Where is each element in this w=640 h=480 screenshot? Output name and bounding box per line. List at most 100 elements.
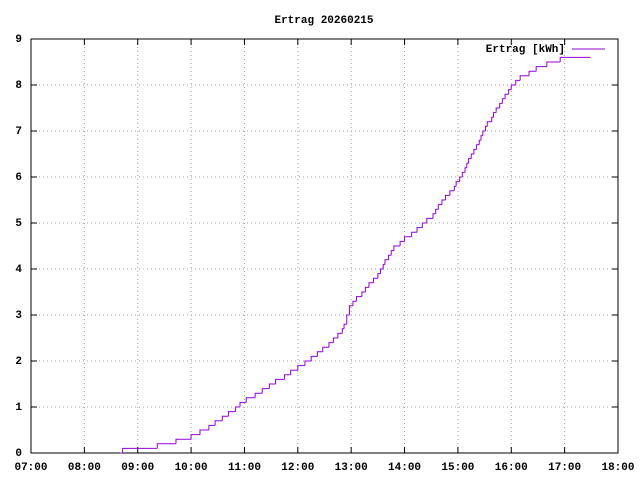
- step-segment: [275, 378, 285, 384]
- step-segment: [348, 305, 353, 315]
- step-segment: [341, 328, 345, 334]
- step-segment: [388, 254, 392, 260]
- step-segment: [384, 259, 389, 265]
- step-segment: [254, 392, 263, 398]
- step-segment: [426, 217, 434, 223]
- step-segment: [476, 144, 480, 150]
- step-segment: [499, 102, 503, 108]
- x-tick-label: 18:00: [601, 462, 634, 474]
- x-tick-label: 15:00: [441, 462, 474, 474]
- step-segment: [495, 107, 500, 113]
- step-segment: [399, 240, 405, 246]
- step-segment: [156, 443, 176, 449]
- series: [119, 56, 591, 454]
- x-tick-label: 12:00: [281, 462, 314, 474]
- step-segment: [380, 268, 384, 274]
- step-segment: [455, 181, 460, 187]
- step-segment: [377, 273, 381, 279]
- step-segment: [473, 148, 477, 154]
- step-segment: [444, 194, 450, 200]
- step-segment: [466, 162, 469, 168]
- step-segment: [268, 383, 276, 389]
- step-segment: [245, 397, 256, 403]
- y-tick-label: 0: [15, 448, 22, 460]
- step-segment: [441, 199, 446, 205]
- step-segment: [175, 438, 192, 444]
- step-segment: [504, 93, 509, 99]
- step-segment: [283, 374, 291, 380]
- step-segment: [227, 411, 236, 417]
- step-segment: [337, 332, 343, 338]
- step-segment: [290, 369, 298, 375]
- x-tick-label: 14:00: [388, 462, 421, 474]
- step-segment: [411, 231, 417, 237]
- step-segment: [519, 75, 530, 81]
- step-segment: [484, 125, 488, 131]
- step-segment: [356, 296, 362, 302]
- x-tick-label: 08:00: [68, 462, 101, 474]
- step-segment: [346, 314, 350, 325]
- step-segment: [461, 171, 466, 177]
- step-segment: [328, 342, 334, 348]
- step-segment: [510, 84, 516, 90]
- step-segment: [235, 406, 241, 412]
- y-tick-label: 8: [15, 80, 22, 92]
- step-segment: [404, 236, 412, 242]
- step-segment: [435, 208, 439, 214]
- plot-frame: [30, 38, 619, 454]
- step-segment: [393, 245, 401, 251]
- y-tick-label: 2: [15, 356, 22, 368]
- x-tick-label: 13:00: [335, 462, 368, 474]
- step-segment: [492, 112, 497, 118]
- step-segment: [416, 227, 423, 233]
- step-segment: [368, 282, 374, 288]
- y-tick-label: 3: [15, 310, 22, 322]
- step-segment: [322, 346, 329, 352]
- step-segment: [122, 447, 158, 453]
- step-segment: [449, 190, 455, 196]
- x-tick-label: 11:00: [228, 462, 261, 474]
- step-segment: [478, 139, 482, 145]
- step-segment: [432, 213, 436, 219]
- step-segment: [480, 135, 483, 141]
- chart-title: Ertrag 20260215: [274, 15, 373, 27]
- step-segment: [559, 56, 591, 62]
- step-segment: [382, 263, 385, 269]
- step-segment: [214, 420, 223, 426]
- x-tick-label: 09:00: [121, 462, 154, 474]
- step-segment: [343, 323, 347, 329]
- step-segment: [261, 388, 270, 394]
- x-tick-label: 10:00: [175, 462, 208, 474]
- step-segment: [361, 291, 366, 297]
- y-tick-label: 4: [15, 264, 22, 276]
- step-segment: [421, 222, 427, 228]
- step-segment: [468, 158, 472, 164]
- step-segment: [199, 429, 209, 435]
- x-tick-label: 16:00: [495, 462, 528, 474]
- step-segment: [464, 167, 467, 173]
- step-segment: [190, 434, 200, 440]
- step-segment: [470, 153, 474, 159]
- step-segment: [310, 355, 318, 361]
- step-segment: [453, 185, 457, 191]
- step-segment: [372, 277, 378, 283]
- x-tick-label: 07:00: [14, 462, 47, 474]
- y-tick-label: 5: [15, 218, 22, 230]
- step-segment: [332, 337, 338, 343]
- step-segment: [316, 351, 323, 357]
- step-segment: [528, 70, 537, 76]
- step-segment: [491, 116, 494, 122]
- step-segment: [304, 360, 312, 366]
- step-segment: [390, 250, 394, 256]
- y-tick-label: 9: [15, 34, 22, 46]
- step-segment: [239, 401, 247, 407]
- step-segment: [501, 98, 506, 104]
- y-tick-label: 6: [15, 172, 22, 184]
- step-segment: [352, 300, 357, 306]
- step-segment: [459, 176, 463, 182]
- y-tick-label: 7: [15, 126, 22, 138]
- step-segment: [535, 66, 547, 72]
- x-tick-label: 17:00: [548, 462, 581, 474]
- step-segment: [208, 424, 216, 430]
